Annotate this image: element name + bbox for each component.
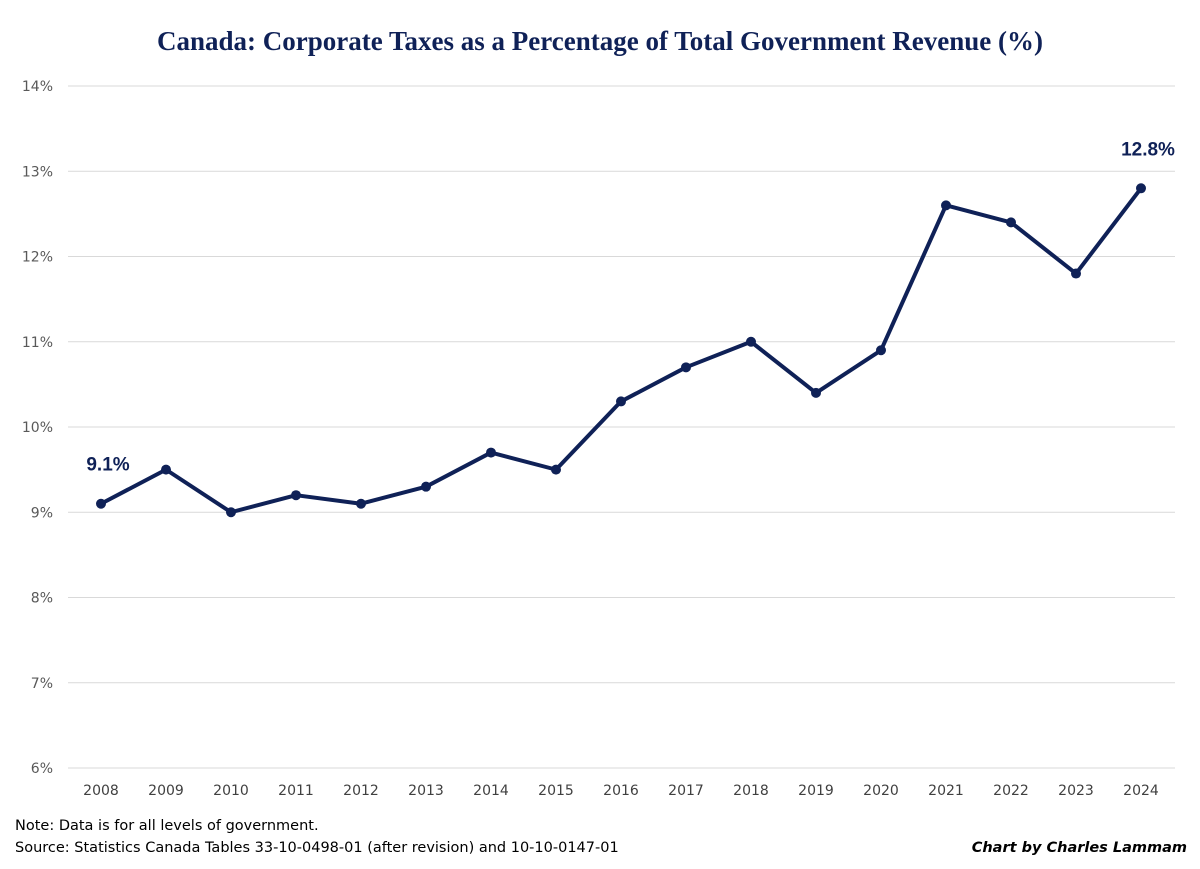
data-point <box>941 200 951 211</box>
data-point <box>876 345 886 356</box>
data-point <box>356 498 366 509</box>
y-tick-label: 7% <box>31 676 53 692</box>
x-tick-label: 2014 <box>473 783 509 799</box>
y-tick-label: 13% <box>22 164 53 180</box>
x-tick-label: 2019 <box>798 783 834 799</box>
data-point <box>811 387 821 398</box>
data-label: 12.8% <box>1121 139 1175 160</box>
data-point <box>421 481 431 492</box>
x-tick-label: 2015 <box>538 783 574 799</box>
gridlines <box>68 85 1175 769</box>
x-tick-label: 2023 <box>1058 783 1094 799</box>
data-point <box>746 336 756 347</box>
y-tick-label: 14% <box>22 79 53 95</box>
data-point <box>226 507 236 518</box>
x-tick-label: 2012 <box>343 783 379 799</box>
data-point <box>551 464 561 475</box>
data-label: 9.1% <box>86 455 129 476</box>
x-tick-label: 2013 <box>408 783 444 799</box>
x-tick-label: 2022 <box>993 783 1029 799</box>
data-point <box>681 362 691 373</box>
chart-title: Canada: Corporate Taxes as a Percentage … <box>157 26 1043 56</box>
x-tick-label: 2008 <box>83 783 119 799</box>
y-tick-label: 10% <box>22 420 53 436</box>
x-tick-label: 2018 <box>733 783 769 799</box>
y-tick-label: 11% <box>22 335 53 351</box>
x-tick-label: 2016 <box>603 783 639 799</box>
y-tick-label: 8% <box>31 591 53 607</box>
x-axis-ticks: 2008 2009 2010 2011 2012 2013 2014 2015 2016 2017… <box>83 783 1159 799</box>
x-tick-label: 2011 <box>278 783 314 799</box>
data-point <box>1071 268 1081 279</box>
x-tick-label: 2010 <box>213 783 249 799</box>
y-axis-ticks: 6% 7% 8% 9% 10% 11% 12% 13% 14% <box>22 79 53 777</box>
data-point <box>616 396 626 407</box>
source-text: Source: Statistics Canada Tables 33-10-0… <box>15 840 619 856</box>
note-text: Note: Data is for all levels of governme… <box>15 818 319 834</box>
series-layer <box>96 183 1146 518</box>
x-tick-label: 2020 <box>863 783 899 799</box>
y-tick-label: 6% <box>31 761 53 777</box>
x-tick-label: 2017 <box>668 783 704 799</box>
x-tick-label: 2024 <box>1123 783 1159 799</box>
data-point <box>1136 183 1146 194</box>
x-tick-label: 2021 <box>928 783 964 799</box>
annotation-layer: 9.1% 12.8% <box>86 139 1175 475</box>
data-point <box>486 447 496 458</box>
y-tick-label: 9% <box>31 505 53 521</box>
data-point <box>291 490 301 501</box>
data-point <box>161 464 171 475</box>
y-tick-label: 12% <box>22 250 53 266</box>
data-point <box>1006 217 1016 228</box>
data-point <box>96 498 106 509</box>
chart-credit: Chart by Charles Lammam <box>971 840 1187 856</box>
x-tick-label: 2009 <box>148 783 184 799</box>
series-line <box>99 186 1143 515</box>
